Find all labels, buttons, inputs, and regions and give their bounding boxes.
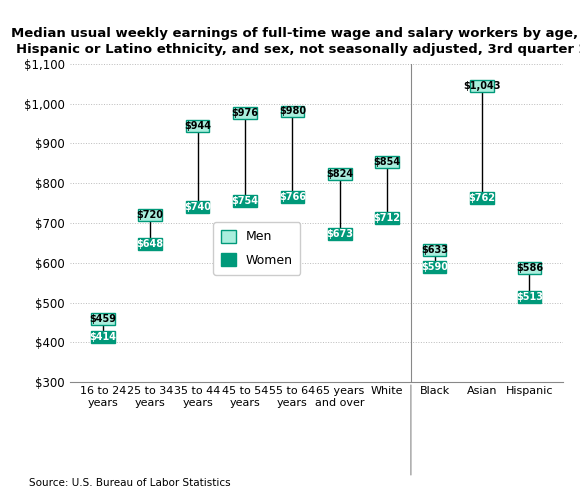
FancyBboxPatch shape <box>186 201 209 213</box>
Text: $673: $673 <box>327 229 353 239</box>
Title: Median usual weekly earnings of full-time wage and salary workers by age, race,
: Median usual weekly earnings of full-tim… <box>12 26 580 55</box>
Text: $720: $720 <box>137 210 164 220</box>
Text: $513: $513 <box>516 293 543 302</box>
Text: $586: $586 <box>516 263 543 273</box>
FancyBboxPatch shape <box>517 262 541 274</box>
FancyBboxPatch shape <box>281 105 304 118</box>
FancyBboxPatch shape <box>91 331 115 343</box>
Text: $648: $648 <box>137 239 164 248</box>
FancyBboxPatch shape <box>470 192 494 204</box>
Text: $712: $712 <box>374 213 401 223</box>
FancyBboxPatch shape <box>281 191 304 203</box>
Text: $633: $633 <box>421 245 448 255</box>
Text: $459: $459 <box>89 314 116 324</box>
Text: $854: $854 <box>374 157 401 167</box>
FancyBboxPatch shape <box>375 212 399 224</box>
FancyBboxPatch shape <box>328 228 351 240</box>
Text: $944: $944 <box>184 121 211 131</box>
Text: $414: $414 <box>89 332 116 342</box>
FancyBboxPatch shape <box>423 244 447 256</box>
Text: $766: $766 <box>279 192 306 202</box>
FancyBboxPatch shape <box>139 238 162 249</box>
FancyBboxPatch shape <box>233 196 257 207</box>
Legend: Men, Women: Men, Women <box>213 222 300 274</box>
FancyBboxPatch shape <box>517 292 541 303</box>
Text: $824: $824 <box>326 169 353 178</box>
Text: $1,043: $1,043 <box>463 81 501 92</box>
Text: $740: $740 <box>184 202 211 212</box>
Text: $762: $762 <box>469 193 495 203</box>
FancyBboxPatch shape <box>328 168 351 179</box>
FancyBboxPatch shape <box>139 209 162 221</box>
Text: $976: $976 <box>231 108 259 118</box>
Text: Source: U.S. Bureau of Labor Statistics: Source: U.S. Bureau of Labor Statistics <box>29 478 231 488</box>
FancyBboxPatch shape <box>375 156 399 168</box>
FancyBboxPatch shape <box>91 313 115 325</box>
FancyBboxPatch shape <box>186 120 209 132</box>
Text: $754: $754 <box>231 196 259 206</box>
FancyBboxPatch shape <box>423 261 447 273</box>
Text: $590: $590 <box>421 262 448 272</box>
FancyBboxPatch shape <box>233 107 257 119</box>
Text: $980: $980 <box>279 106 306 117</box>
FancyBboxPatch shape <box>470 80 494 93</box>
